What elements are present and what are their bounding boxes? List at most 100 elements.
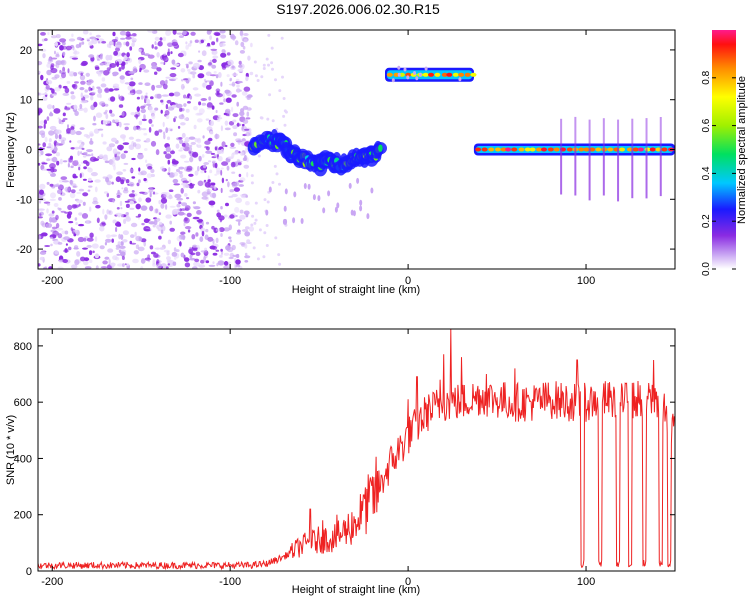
noise-blob xyxy=(108,258,111,265)
noise-blob xyxy=(44,245,51,247)
noise-blob xyxy=(245,201,250,206)
noise-blob xyxy=(76,251,81,257)
noise-blob xyxy=(78,212,83,216)
noise-blob xyxy=(91,153,94,157)
noise-blob xyxy=(111,161,116,167)
noise-blob xyxy=(63,236,70,241)
noise-blob xyxy=(138,82,143,85)
noise-blob xyxy=(120,153,126,160)
noise-blob xyxy=(111,238,114,243)
tone-core xyxy=(386,72,393,77)
noise-blob xyxy=(212,252,218,256)
noise-blob xyxy=(216,118,221,122)
noise-blob xyxy=(92,250,95,254)
noise-blob xyxy=(201,230,205,237)
snr-marks xyxy=(38,329,675,571)
noise-blob xyxy=(96,58,101,61)
spectrogram-y-ticks: -20 -10 0 10 20 xyxy=(16,45,675,256)
noise-blob xyxy=(160,229,164,234)
noise-blob xyxy=(128,136,134,140)
tone-core xyxy=(619,147,625,152)
noise-blob xyxy=(176,103,183,109)
noise-blob xyxy=(214,146,218,151)
spectrogram-x-ticks: -200 -100 0 100 xyxy=(41,30,595,287)
noise-blob xyxy=(125,212,129,216)
noise-blob xyxy=(163,151,167,155)
noise-blob xyxy=(57,189,62,195)
noise-blob xyxy=(137,153,144,160)
noise-blob xyxy=(101,77,106,82)
noise-blob xyxy=(72,175,78,179)
noise-blob xyxy=(242,119,249,124)
noise-blob xyxy=(79,127,85,130)
noise-blob xyxy=(154,247,161,250)
noise-blob xyxy=(211,51,214,55)
noise-blob xyxy=(209,169,213,174)
noise-blob xyxy=(121,64,125,70)
noise-blob xyxy=(120,241,124,246)
noise-blob xyxy=(154,36,160,41)
noise-blob xyxy=(221,177,225,184)
noise-blob xyxy=(170,128,173,132)
noise-blob xyxy=(55,60,63,66)
noise-blob xyxy=(74,259,80,266)
noise-blob xyxy=(165,266,169,269)
noise-blob xyxy=(165,30,172,36)
noise-blob xyxy=(201,221,204,227)
noise-blob xyxy=(230,142,235,147)
noise-blob xyxy=(167,51,171,56)
noise-blob xyxy=(198,50,201,53)
noise-blob xyxy=(236,160,243,163)
noise-blob xyxy=(61,72,66,79)
noise-blob xyxy=(67,246,72,251)
noise-blob xyxy=(159,221,163,225)
noise-blob xyxy=(177,52,184,58)
tone-core xyxy=(378,144,383,152)
noise-blob xyxy=(220,206,223,210)
noise-blob xyxy=(231,94,237,98)
noise-blob xyxy=(253,60,257,64)
noise-blob xyxy=(59,45,64,51)
noise-blob xyxy=(229,252,234,258)
noise-blob xyxy=(179,139,183,144)
noise-blob xyxy=(212,160,217,163)
region-tone-0hz xyxy=(473,116,675,202)
noise-blob xyxy=(169,227,175,232)
noise-blob xyxy=(84,266,92,269)
noise-blob xyxy=(263,198,267,202)
y-tick-label: 600 xyxy=(14,397,32,409)
noise-blob xyxy=(231,182,238,188)
noise-blob xyxy=(266,117,270,121)
noise-blob xyxy=(67,124,69,129)
noise-blob xyxy=(55,34,61,39)
noise-blob xyxy=(91,38,98,45)
noise-blob xyxy=(122,239,128,243)
tone-residual xyxy=(356,177,360,184)
noise-blob xyxy=(74,146,80,150)
noise-blob xyxy=(250,223,254,227)
noise-blob xyxy=(75,222,78,225)
noise-blob xyxy=(173,117,176,123)
noise-blob xyxy=(131,157,136,161)
noise-blob xyxy=(46,104,53,110)
noise-blob xyxy=(188,136,196,140)
noise-blob xyxy=(95,34,101,38)
noise-blob xyxy=(176,32,183,35)
noise-blob xyxy=(205,260,210,264)
noise-blob xyxy=(183,51,187,57)
noise-blob xyxy=(55,222,60,229)
noise-blob xyxy=(107,248,114,253)
noise-blob xyxy=(271,67,274,71)
noise-blob xyxy=(221,141,226,148)
noise-blob xyxy=(229,239,232,243)
noise-blob xyxy=(150,140,157,147)
noise-blob xyxy=(239,50,245,54)
noise-blob xyxy=(197,165,200,172)
noise-blob xyxy=(198,101,202,106)
noise-blob xyxy=(225,245,231,251)
noise-blob xyxy=(257,154,261,158)
noise-blob xyxy=(238,80,243,84)
noise-blob xyxy=(270,46,274,50)
noise-blob xyxy=(252,246,256,250)
noise-blob xyxy=(236,140,243,143)
